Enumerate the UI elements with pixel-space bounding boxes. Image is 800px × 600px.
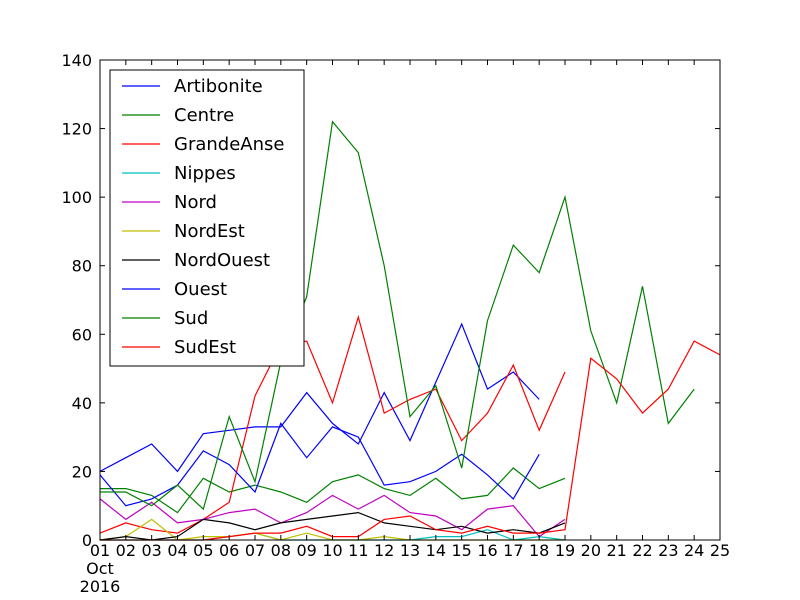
y-tick-label: 120: [61, 120, 92, 139]
legend-label-grandeanse: GrandeAnse: [174, 134, 284, 155]
x-tick-label: 17: [503, 541, 523, 560]
y-tick-label: 40: [72, 394, 92, 413]
x-sub-label-month: Oct: [86, 559, 114, 578]
x-tick-label: 21: [606, 541, 626, 560]
x-tick-label: 02: [116, 541, 136, 560]
x-tick-label: 20: [581, 541, 601, 560]
legend-box: [109, 69, 305, 367]
y-tick-label: 80: [72, 257, 92, 276]
x-tick-label: 11: [348, 541, 368, 560]
legend-label-nord: Nord: [174, 192, 217, 213]
x-tick-label: 10: [322, 541, 342, 560]
y-tick-label: 20: [72, 462, 92, 481]
y-tick-label: 100: [61, 188, 92, 207]
x-tick-label: 13: [400, 541, 420, 560]
y-tick-label: 140: [61, 51, 92, 70]
x-tick-label: 07: [245, 541, 265, 560]
x-tick-label: 12: [374, 541, 394, 560]
x-tick-label: 22: [632, 541, 652, 560]
x-tick-label: 03: [141, 541, 161, 560]
x-tick-label: 16: [477, 541, 497, 560]
x-tick-label: 19: [555, 541, 575, 560]
x-tick-label: 18: [529, 541, 549, 560]
series-line-nord: [99, 494, 566, 538]
x-tick-label: 06: [219, 541, 239, 560]
series-line-sud: [100, 120, 695, 511]
legend-label-sud: Sud: [174, 308, 208, 329]
series-line-grandeanse: [99, 314, 566, 534]
x-tick-label: 04: [167, 541, 187, 560]
y-tick-label: 0: [82, 531, 92, 550]
x-tick-label: 14: [426, 541, 446, 560]
series-line-artibonite: [99, 322, 540, 473]
x-tick-label: 09: [296, 541, 316, 560]
x-tick-label: 05: [193, 541, 213, 560]
series-line-ouest: [99, 422, 540, 507]
x-tick-label: 25: [710, 541, 730, 560]
series-line-centre: [100, 467, 566, 514]
legend-label-nippes: Nippes: [174, 163, 236, 184]
y-tick-label: 60: [72, 325, 92, 344]
x-tick-label: 23: [658, 541, 678, 560]
x-tick-label: 01: [90, 541, 110, 560]
legend: Artibonite Centre GrandeAnse Nippes Nord Nord…: [109, 69, 305, 367]
series-layer: [99, 120, 721, 541]
x-tick-label: 24: [684, 541, 704, 560]
legend-label-sudest: SudEst: [174, 337, 236, 358]
x-tick-label: 08: [271, 541, 291, 560]
legend-label-artibonite: Artibonite: [174, 76, 263, 97]
legend-label-nordouest: NordOuest: [174, 250, 270, 271]
legend-label-ouest: Ouest: [174, 279, 227, 300]
legend-label-centre: Centre: [174, 105, 234, 126]
legend-label-nordest: NordEst: [174, 221, 245, 242]
x-tick-label: 15: [451, 541, 471, 560]
x-sub-label-year: 2016: [80, 577, 121, 596]
